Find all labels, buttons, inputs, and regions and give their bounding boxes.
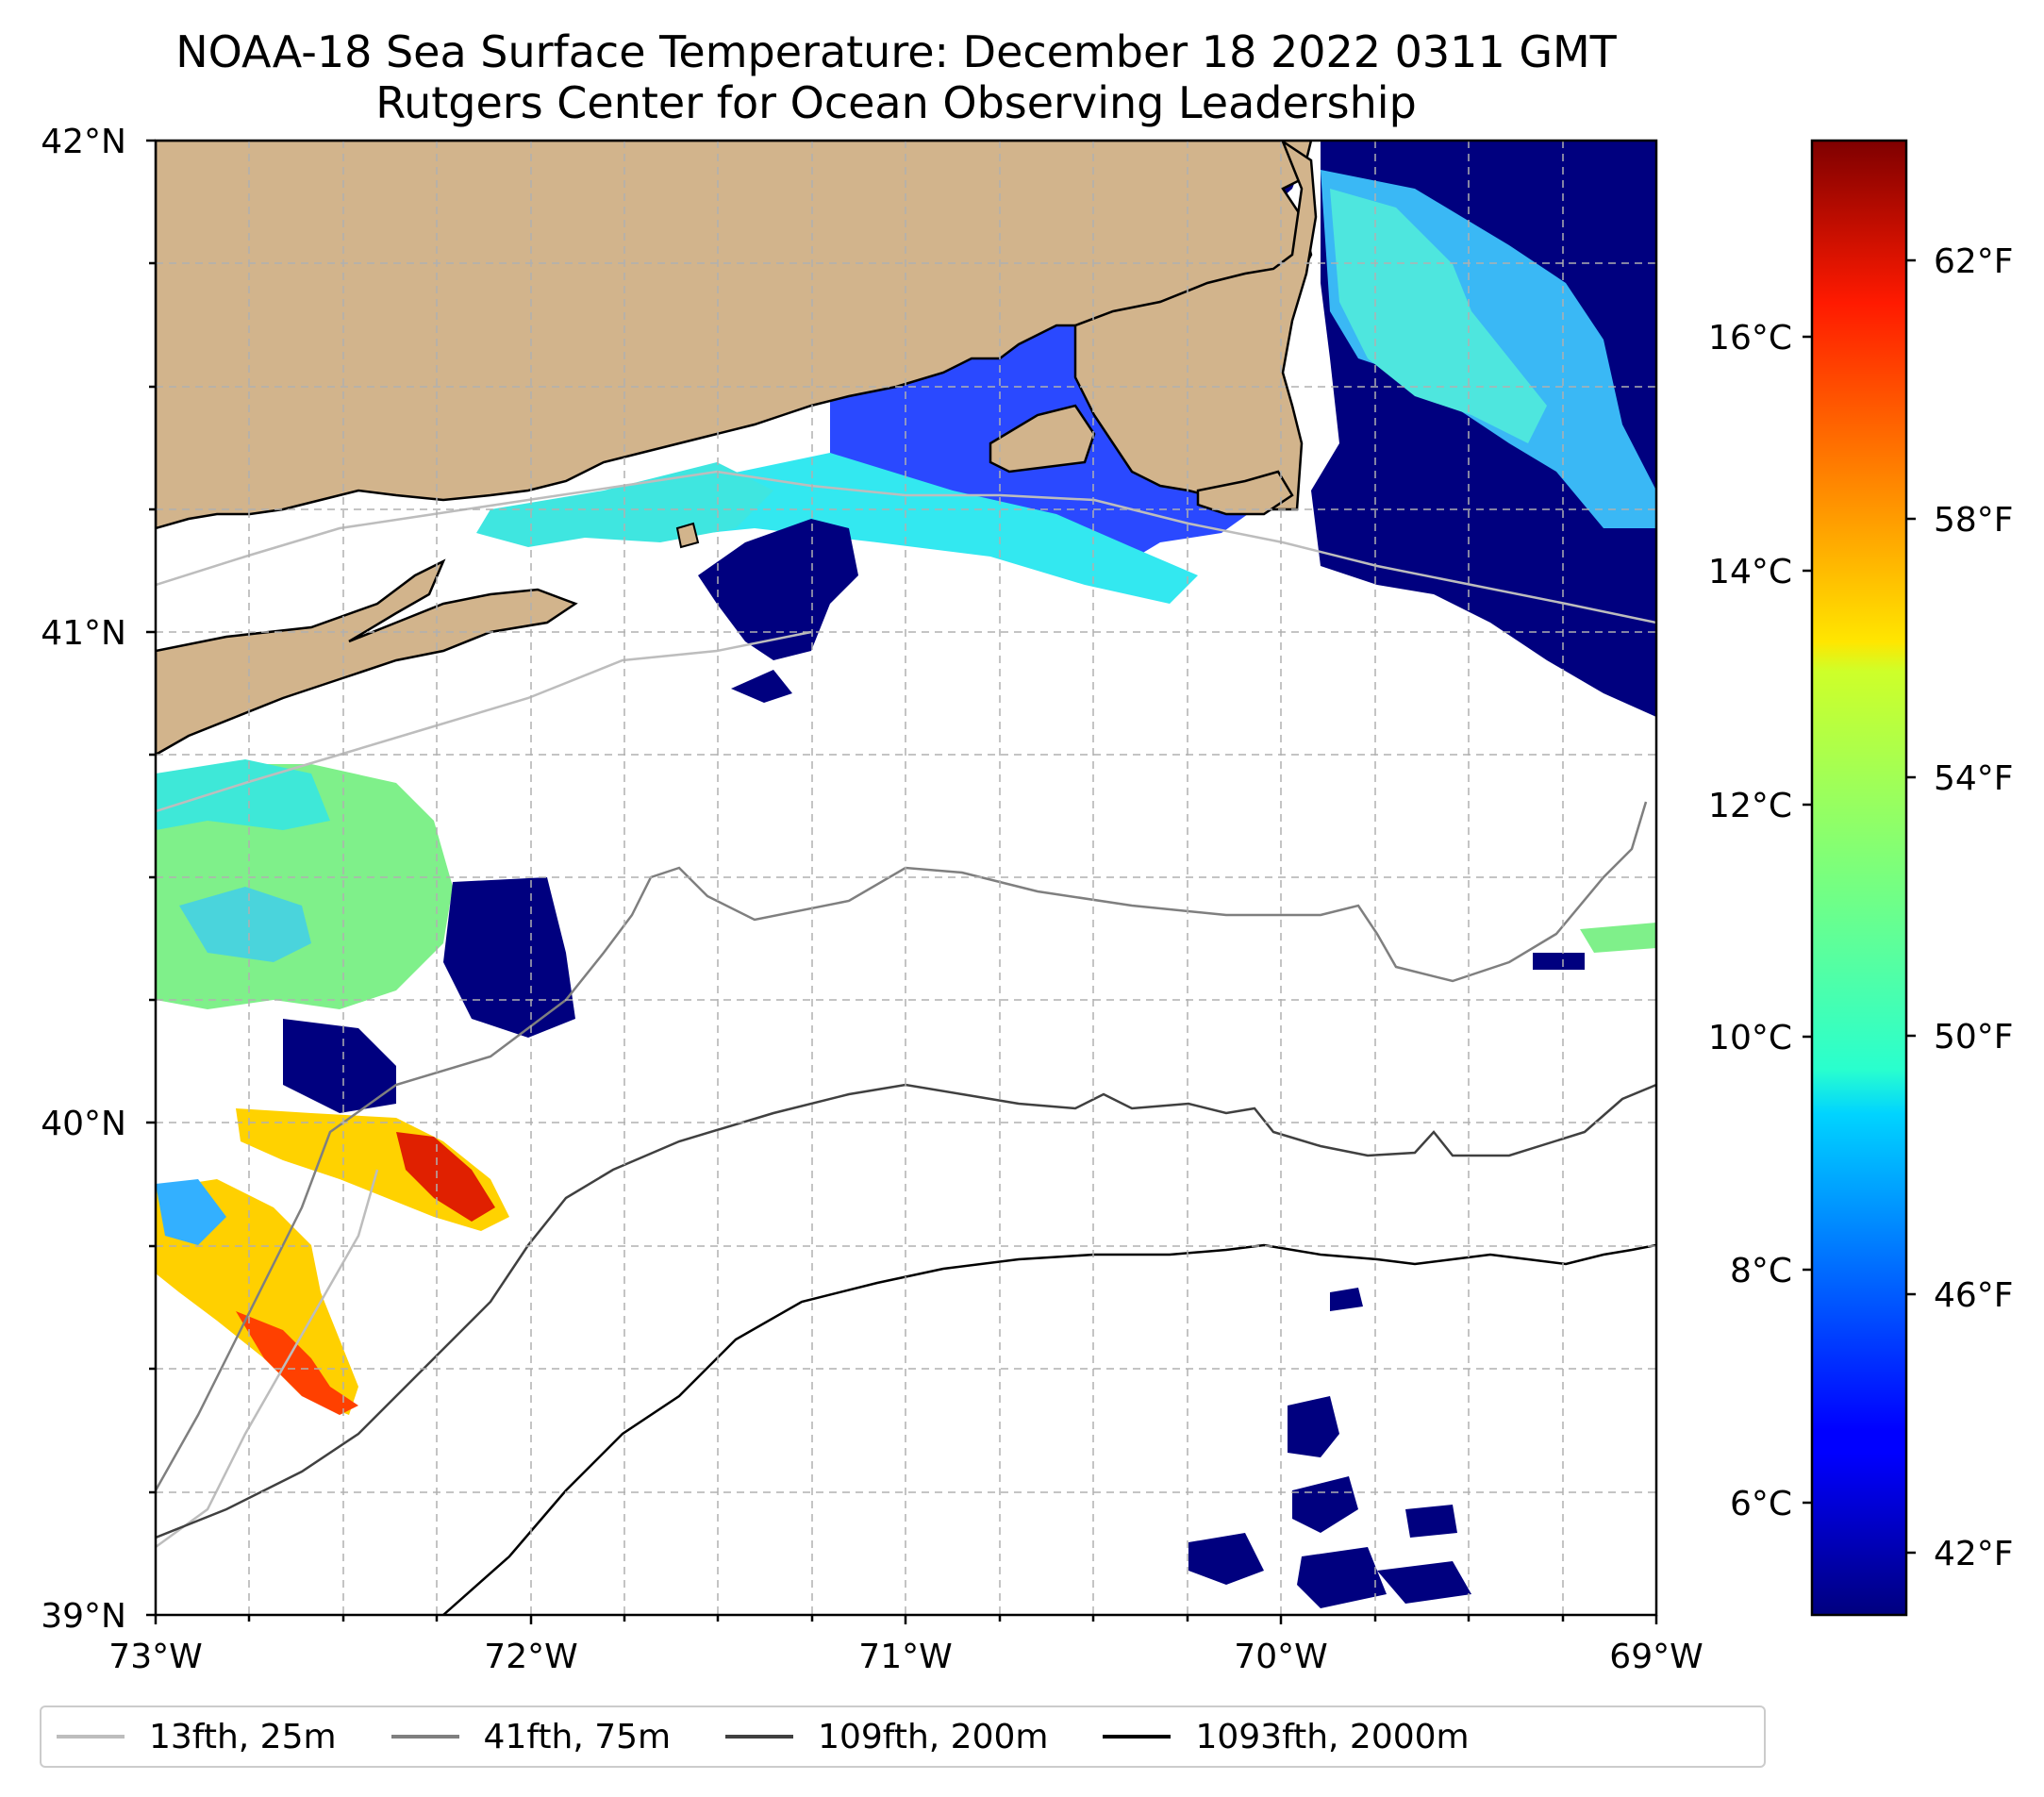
colorbar-f-54: 54°F bbox=[1934, 759, 2014, 798]
legend-label-25m: 13fth, 25m bbox=[149, 1717, 337, 1756]
sst-patch-navy-east-small bbox=[1533, 953, 1585, 970]
sst-patch-navy-se-2 bbox=[1292, 1476, 1358, 1533]
colorbar-f-58: 58°F bbox=[1934, 501, 2014, 540]
colorbar-celsius-ticks bbox=[1803, 335, 1812, 1505]
contour-200m bbox=[156, 1083, 1656, 1539]
land-block-island bbox=[675, 522, 700, 549]
sst-patch-green-east bbox=[1580, 923, 1656, 953]
colorbar-c-8: 8°C bbox=[1730, 1252, 1792, 1290]
figure-title: NOAA-18 Sea Surface Temperature: Decembe… bbox=[0, 26, 1792, 128]
contour-legend: 13fth, 25m 41fth, 75m 109fth, 200m 1093f… bbox=[40, 1705, 1766, 1768]
lon-tick-69: 69°W bbox=[1609, 1638, 1703, 1676]
land-layer bbox=[156, 141, 1318, 757]
colorbar-c-14: 14°C bbox=[1708, 553, 1792, 591]
colorbar-c-12: 12°C bbox=[1708, 787, 1792, 825]
sst-patch-navy-small bbox=[731, 670, 792, 703]
colorbar bbox=[1810, 139, 1908, 1617]
colorbar-c-6: 6°C bbox=[1730, 1485, 1792, 1523]
sst-patch-navy-se-6 bbox=[1405, 1505, 1457, 1538]
sst-patch-navy-se-3 bbox=[1188, 1533, 1264, 1585]
lon-tick-72: 72°W bbox=[484, 1638, 577, 1676]
contour-25m-li bbox=[156, 630, 812, 813]
sst-patch-orange-sw bbox=[236, 1311, 358, 1415]
legend-entry-200m: 109fth, 200m bbox=[725, 1718, 1048, 1756]
colorbar-f-62: 62°F bbox=[1934, 242, 2014, 281]
legend-entry-2000m: 1093fth, 2000m bbox=[1103, 1717, 1470, 1756]
lat-tick-41: 41°N bbox=[41, 614, 126, 653]
contour-75m bbox=[156, 801, 1648, 1491]
legend-swatch-25m bbox=[57, 1735, 125, 1739]
lat-tick-39: 39°N bbox=[41, 1597, 126, 1636]
colorbar-f-46: 46°F bbox=[1934, 1276, 2014, 1315]
colorbar-fahrenheit-ticks bbox=[1906, 258, 1916, 1555]
bathymetry-contours bbox=[156, 470, 1656, 1615]
sst-patch-navy-li-south bbox=[443, 877, 575, 1038]
title-line-1: NOAA-18 Sea Surface Temperature: Decembe… bbox=[175, 26, 1617, 77]
legend-label-2000m: 1093fth, 2000m bbox=[1195, 1717, 1470, 1756]
sst-data-layer bbox=[156, 141, 1656, 1608]
map-layers bbox=[156, 141, 1656, 1615]
title-line-2: Rutgers Center for Ocean Observing Leade… bbox=[375, 77, 1417, 128]
sst-patch-navy-li-south-2 bbox=[283, 1019, 396, 1113]
lon-tick-71: 71°W bbox=[858, 1638, 952, 1676]
land-cape-cod bbox=[1073, 141, 1318, 511]
sst-patch-blue-li bbox=[179, 887, 311, 962]
land-long-island bbox=[156, 558, 578, 757]
axis-ticks bbox=[146, 139, 1658, 1624]
contour-2000m bbox=[442, 1243, 1656, 1615]
sst-patch-red-band bbox=[396, 1132, 495, 1222]
sst-patch-navy-se-1 bbox=[1288, 1396, 1339, 1457]
lat-tick-40: 40°N bbox=[41, 1105, 126, 1143]
legend-entry-25m: 13fth, 25m bbox=[57, 1718, 337, 1756]
sst-patch-cyan-east bbox=[1330, 189, 1547, 443]
contour-25m-north bbox=[156, 470, 1656, 624]
legend-label-200m: 109fth, 200m bbox=[818, 1717, 1049, 1756]
legend-swatch-75m bbox=[391, 1735, 459, 1739]
sst-patch-navy-ri-south bbox=[698, 519, 858, 660]
contour-25m-nj bbox=[156, 1169, 379, 1549]
legend-label-75m: 41fth, 75m bbox=[483, 1717, 672, 1756]
lat-tick-42: 42°N bbox=[41, 123, 126, 161]
colorbar-f-42: 42°F bbox=[1934, 1535, 2014, 1573]
legend-entry-75m: 41fth, 75m bbox=[391, 1717, 672, 1756]
lon-tick-70: 70°W bbox=[1234, 1638, 1327, 1676]
land-marthas-vineyard bbox=[989, 404, 1096, 474]
sst-patch-navy-se-5 bbox=[1377, 1561, 1471, 1604]
colorbar-f-50: 50°F bbox=[1934, 1018, 2014, 1057]
colorbar-c-16: 16°C bbox=[1708, 319, 1792, 358]
legend-swatch-2000m bbox=[1103, 1735, 1172, 1739]
gridlines bbox=[156, 141, 1656, 1615]
sst-patch-cyan-li bbox=[156, 759, 330, 830]
sst-patch-navy-se-4 bbox=[1297, 1547, 1387, 1608]
land-nantucket bbox=[1196, 470, 1294, 516]
colorbar-c-10: 10°C bbox=[1708, 1019, 1792, 1057]
lon-tick-73: 73°W bbox=[108, 1638, 202, 1676]
sst-patch-navy-se-7 bbox=[1330, 1288, 1363, 1311]
legend-swatch-200m bbox=[725, 1735, 794, 1739]
sst-patch-blue-sw bbox=[156, 1179, 226, 1245]
